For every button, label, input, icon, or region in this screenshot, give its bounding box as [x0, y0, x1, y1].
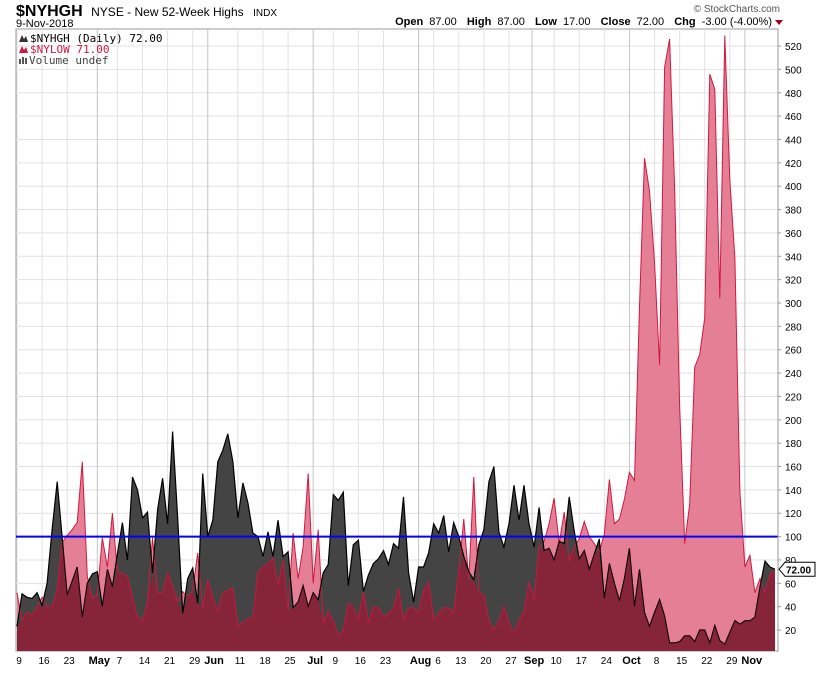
x-tick-label: 9 [333, 656, 339, 667]
y-tick-label: 160 [785, 463, 802, 474]
x-tick-label: Aug [410, 655, 431, 667]
chart-title: $NYHGH NYSE - New 52-Week Highs INDX [16, 3, 277, 20]
x-tick-label: 6 [435, 656, 441, 667]
x-tick-label: 15 [676, 656, 688, 667]
high-value: 87.00 [497, 16, 525, 28]
legend-volume: Volume undef [29, 54, 108, 67]
x-tick-label: 25 [285, 656, 297, 667]
open-label: Open [395, 16, 423, 28]
x-axis: 9 16 23 May 7 14 21 29 Jun 11 18 25 Jul 9 16 23 Aug 6 13 20… [16, 655, 763, 667]
x-tick-label: 18 [259, 656, 271, 667]
y-tick-label: 140 [785, 486, 802, 497]
y-tick-label: 360 [785, 229, 802, 240]
low-value: 17.00 [563, 16, 591, 28]
nylow-line [16, 35, 776, 637]
y-tick-label: 460 [785, 112, 802, 123]
y-tick-label: 340 [785, 252, 802, 263]
x-tick-label: 11 [235, 656, 246, 667]
x-tick-label: 23 [64, 656, 76, 667]
x-tick-label: 20 [480, 656, 492, 667]
y-tick-label: 400 [785, 182, 802, 193]
y-tick-label: 280 [785, 322, 802, 333]
x-tick-label: 17 [576, 656, 588, 667]
chg-value: -3.00 (-4.00%) [702, 16, 772, 28]
x-tick-label: 22 [701, 656, 713, 667]
copyright: © StockCharts.com [694, 4, 780, 15]
description: NYSE - New 52-Week Highs [91, 5, 244, 19]
y-tick-label: 40 [785, 603, 797, 614]
legend-nylow: $NYLOW 71.00 [30, 43, 109, 56]
x-tick-label: Jun [204, 655, 224, 667]
y-tick-label: 260 [785, 346, 802, 357]
x-tick-label: 21 [164, 656, 176, 667]
close-label: Close [601, 16, 631, 28]
y-tick-label: 120 [785, 509, 802, 520]
x-tick-label: 13 [455, 656, 467, 667]
ohlc-line: Open 87.00 High 87.00 Low 17.00 Close 72… [395, 16, 772, 28]
close-value: 72.00 [637, 16, 665, 28]
area-chart-icon [19, 46, 28, 53]
y-tick-label: 100 [785, 533, 802, 544]
y-tick-label: 220 [785, 392, 802, 403]
x-tick-label: Nov [741, 655, 763, 667]
last-value-label: 72.00 [786, 565, 811, 576]
x-tick-label: 16 [355, 656, 367, 667]
y-axis: 20 40 60 80 100 120 140 160 180 200 220 240 260 280 30… [777, 29, 802, 651]
x-tick-label: Sep [524, 655, 544, 667]
y-tick-label: 180 [785, 439, 802, 450]
x-tick-label: 29 [726, 656, 738, 667]
y-tick-label: 200 [785, 416, 802, 427]
y-tick-label: 80 [785, 556, 797, 567]
x-tick-label: 29 [189, 656, 201, 667]
x-tick-label: 23 [380, 656, 392, 667]
y-tick-label: 380 [785, 206, 802, 217]
exchange: INDX [253, 8, 277, 19]
down-arrow-icon [775, 20, 783, 25]
chart-date: 9-Nov-2018 [16, 18, 73, 30]
y-tick-label: 500 [785, 65, 802, 76]
low-label: Low [535, 16, 557, 28]
x-tick-label: 8 [654, 656, 660, 667]
y-tick-label: 300 [785, 299, 802, 310]
ohlc-readout: Open 87.00 High 87.00 Low 17.00 Close 72… [395, 16, 783, 28]
y-tick-label: 520 [785, 42, 802, 53]
y-tick-label: 440 [785, 135, 802, 146]
x-tick-label: Jul [307, 655, 323, 667]
x-tick-label: 7 [117, 656, 123, 667]
nylow-area [17, 35, 776, 651]
x-tick-label: 9 [16, 656, 22, 667]
volume-bars-icon [19, 57, 27, 64]
x-tick-label: 10 [551, 656, 563, 667]
y-tick-label: 60 [785, 579, 797, 590]
overlap-area [17, 542, 776, 651]
y-tick-label: 420 [785, 159, 802, 170]
series-layer [16, 35, 776, 651]
y-tick-label: 320 [785, 276, 802, 287]
x-tick-label: 27 [505, 656, 517, 667]
x-tick-label: 24 [601, 656, 613, 667]
nyhgh-line [16, 431, 776, 646]
y-tick-label: 480 [785, 89, 802, 100]
legend-nyhgh: $NYHGH (Daily) 72.00 [30, 32, 162, 45]
open-value: 87.00 [429, 16, 457, 28]
overlap-shade [17, 542, 776, 651]
chg-label: Chg [674, 16, 695, 28]
y-tick-label: 20 [785, 626, 797, 637]
x-tick-label: Oct [622, 655, 641, 667]
y-tick-label: 240 [785, 369, 802, 380]
symbol: $NYHGH [16, 3, 83, 20]
legend: $NYHGH (Daily) 72.00 $NYLOW 71.00 Volume… [19, 32, 162, 67]
area-chart-icon [19, 35, 28, 42]
x-tick-label: 16 [39, 656, 51, 667]
x-tick-label: May [89, 655, 111, 667]
high-label: High [467, 16, 492, 28]
last-value-tag: 72.00 [778, 561, 816, 577]
x-tick-label: 14 [139, 656, 151, 667]
